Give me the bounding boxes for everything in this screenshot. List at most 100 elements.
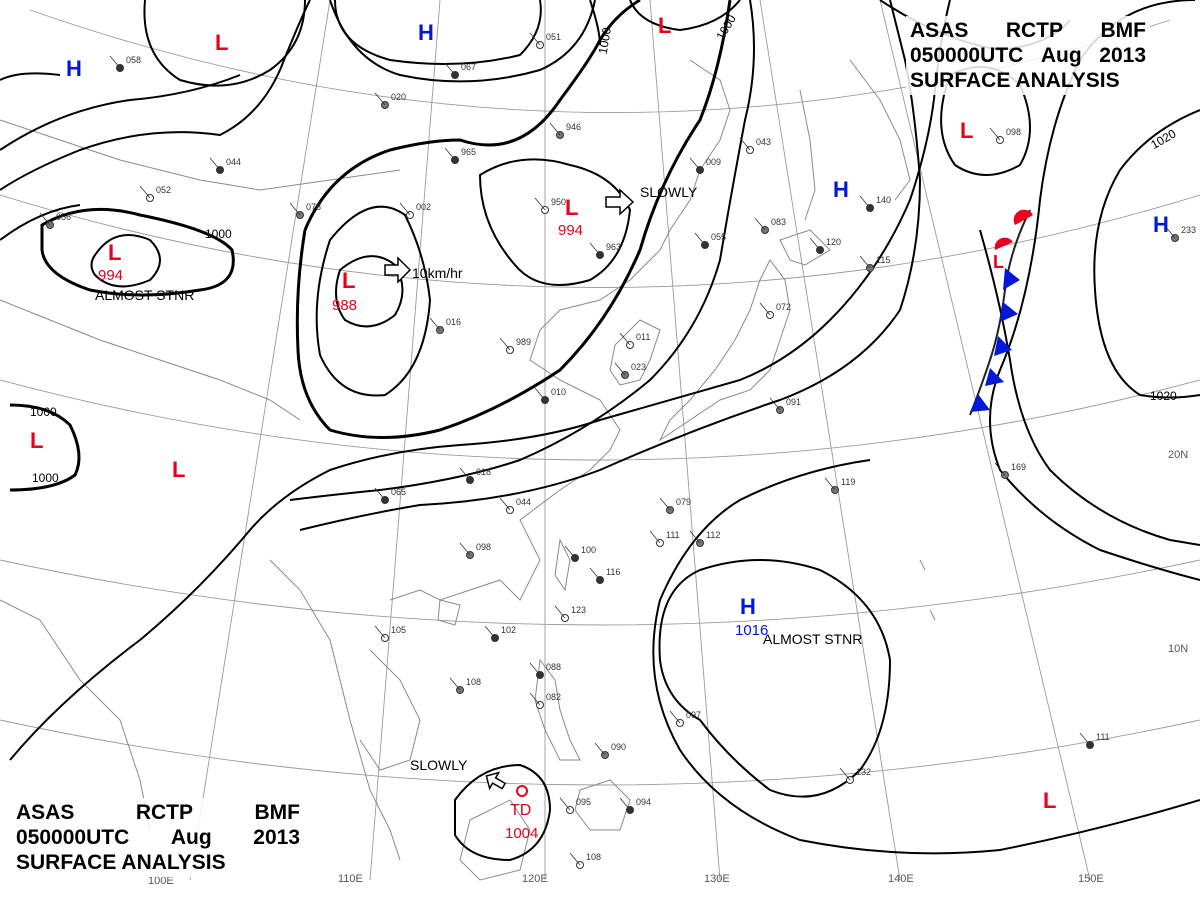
station-pressure: 044 xyxy=(226,157,241,167)
lat-label-10n: 10N xyxy=(1168,643,1188,655)
station-pressure: 097 xyxy=(686,710,701,720)
latitude-line-0 xyxy=(0,719,1200,786)
graticule-labels: 100E 110E 120E 130E 140E 150E 20N 10N xyxy=(148,449,1188,887)
motion-slowly: SLOWLY xyxy=(640,184,698,200)
isobar-west-low-1000 xyxy=(40,207,235,297)
cold-front-triangle xyxy=(994,336,1012,356)
longitude-line-110e xyxy=(369,0,441,881)
wind-barb-icon xyxy=(529,662,541,676)
isobar-southern-1008 xyxy=(9,0,951,761)
high-symbol: H xyxy=(418,20,434,45)
isobar-label: 1000 xyxy=(596,26,614,55)
isobar-ne-1000 xyxy=(329,0,596,83)
title-agency: ASAS xyxy=(910,19,969,42)
wind-barb-icon xyxy=(619,797,631,811)
note-almost-stnr: ALMOST STNR xyxy=(95,287,194,303)
isobar-south-outer xyxy=(652,459,1200,855)
station-pressure: 009 xyxy=(706,157,721,167)
wind-barb-icon xyxy=(659,497,671,511)
isobar-west-low-inner xyxy=(90,234,161,288)
wind-barb-icon xyxy=(554,605,566,619)
cold-front-triangle xyxy=(970,394,990,412)
low-symbol: L xyxy=(172,457,185,482)
coast-taiwan xyxy=(554,538,571,592)
longitude-line-130e xyxy=(649,0,721,881)
isobar-label: 1000 xyxy=(32,471,59,485)
coast-hokkaido xyxy=(779,229,831,266)
wind-barb-icon xyxy=(994,462,1006,476)
wind-barb-icon xyxy=(619,332,631,346)
wind-barb-icon xyxy=(839,767,851,781)
station-pressure: 132 xyxy=(856,767,871,777)
wind-barb-icon xyxy=(444,147,456,161)
station-pressure: 023 xyxy=(631,362,646,372)
station-pressure: 233 xyxy=(1181,225,1196,235)
coast-russia-north xyxy=(0,119,401,191)
coast-asia-mainland xyxy=(269,59,731,861)
title-product: SURFACE ANALYSIS xyxy=(16,851,226,874)
wind-barb-icon xyxy=(499,497,511,511)
wind-barb-icon xyxy=(739,137,751,151)
wind-barb-icon xyxy=(824,477,836,491)
title-time: 050000UTC xyxy=(16,826,130,849)
longitude-line-100e xyxy=(189,0,331,881)
coast-india xyxy=(0,599,151,831)
title-year: 2013 xyxy=(1099,44,1146,67)
low-symbol: L xyxy=(108,240,121,265)
low-symbol: L xyxy=(993,252,1004,272)
station-pressure: 056 xyxy=(56,212,71,222)
low-value: 994 xyxy=(98,267,123,284)
station-pressure: 044 xyxy=(516,497,531,507)
wind-barb-icon xyxy=(139,185,151,199)
lon-label-150e: 150E xyxy=(1078,873,1104,885)
low-symbol: L xyxy=(658,13,671,38)
station-pressure: 051 xyxy=(546,32,561,42)
station-pressure: 108 xyxy=(586,852,601,862)
isobar-subtrop-high xyxy=(658,559,892,798)
station-pressure: 102 xyxy=(501,625,516,635)
station-pressure: 058 xyxy=(126,55,141,65)
low-symbol: L xyxy=(1043,788,1056,813)
wind-barb-icon xyxy=(689,157,701,171)
station-pressure: 095 xyxy=(576,797,591,807)
wind-barb-icon xyxy=(459,542,471,556)
wind-barb-icon xyxy=(534,387,546,401)
wind-barb-icon xyxy=(809,237,821,251)
isobar-north-low-994 xyxy=(478,158,632,286)
wind-barb-icon xyxy=(589,242,601,256)
station-pressure: 072 xyxy=(776,302,791,312)
station-pressure: 111 xyxy=(1096,732,1110,742)
wind-barb-icon xyxy=(669,710,681,724)
wind-barb-icon xyxy=(459,467,471,481)
longitude-lines xyxy=(189,0,1091,881)
station-pressure: 120 xyxy=(826,237,841,247)
title-month: Aug xyxy=(1040,44,1082,67)
low-symbol: L xyxy=(565,195,578,220)
high-value: 1016 xyxy=(735,622,768,639)
station-pressure: 112 xyxy=(706,530,720,540)
wind-barb-icon xyxy=(39,212,51,226)
station-pressure: 090 xyxy=(611,742,626,752)
title-code: BMF xyxy=(254,801,301,824)
wind-barb-icon xyxy=(449,677,461,691)
coast-borneo xyxy=(459,799,531,881)
wind-barb-icon xyxy=(564,545,576,559)
isobar-label: 1020 xyxy=(1150,389,1177,403)
low-symbol: L xyxy=(342,268,355,293)
isobar-east-high-1020 xyxy=(1093,109,1200,399)
low-symbol: L xyxy=(215,30,228,55)
td-value: 1004 xyxy=(505,825,538,842)
station-pressure: 088 xyxy=(546,662,561,672)
low-value: 988 xyxy=(332,297,357,314)
station-pressure: 065 xyxy=(391,487,406,497)
coast-mindanao xyxy=(574,779,631,831)
station-pressure: 140 xyxy=(876,195,891,205)
station-pressure: 946 xyxy=(566,122,581,132)
station-pressure: 123 xyxy=(571,605,586,615)
coast-hainan xyxy=(437,599,461,626)
low-value: 994 xyxy=(558,222,583,239)
isobar-southern-1004 xyxy=(299,0,922,531)
station-pressure: 105 xyxy=(391,625,406,635)
motion-slowly: SLOWLY xyxy=(410,757,468,773)
